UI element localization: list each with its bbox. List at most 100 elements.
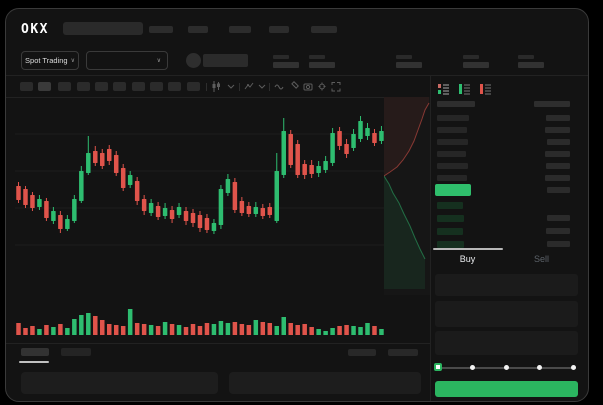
bottom-tab-placeholder[interactable]	[61, 348, 91, 356]
search-input[interactable]	[63, 22, 143, 35]
tab-sell[interactable]: Sell	[533, 254, 549, 264]
volume-bar	[204, 323, 210, 335]
chevron-down-icon[interactable]	[227, 81, 237, 92]
last-price-badge	[435, 184, 471, 196]
bottom-action-placeholder-1[interactable]	[348, 349, 376, 356]
orderbook-price-placeholder	[437, 151, 466, 157]
orderbook-ask-row[interactable]	[435, 124, 578, 136]
timeframe-button-placeholder[interactable]	[95, 82, 108, 91]
volume-bar	[72, 319, 77, 335]
candle-body	[274, 171, 280, 221]
volume-bar	[316, 329, 321, 335]
slider-stop-dot[interactable]	[469, 365, 475, 370]
pair-selector-dropdown[interactable]: ∨	[86, 51, 168, 70]
order-price-field-placeholder[interactable]	[435, 274, 578, 296]
slider-stop-dot[interactable]	[571, 365, 576, 370]
slider-stop-dot[interactable]	[503, 365, 509, 370]
slider-stop-dot[interactable]	[537, 365, 543, 370]
order-amount-field-placeholder[interactable]	[435, 301, 578, 327]
timeframe-button-placeholder[interactable]	[168, 82, 181, 91]
market-type-dropdown[interactable]: Spot Trading ∨	[21, 51, 79, 70]
volume-bar	[23, 328, 28, 335]
candle-body	[330, 133, 335, 163]
timeframe-button-placeholder[interactable]	[113, 82, 126, 91]
okx-logo[interactable]: OKX	[21, 22, 49, 37]
timeframe-button-placeholder[interactable]	[38, 82, 51, 91]
volume-bar	[79, 315, 84, 335]
trade-tab-bar: Buy Sell	[431, 248, 578, 268]
order-total-field-placeholder[interactable]	[435, 331, 578, 355]
volume-bar	[302, 324, 307, 335]
camera-icon[interactable]	[303, 81, 313, 92]
volume-bar	[309, 327, 314, 335]
bottom-tab-active-placeholder[interactable]	[21, 348, 49, 356]
volume-bar	[93, 316, 98, 335]
orderbook-price-placeholder	[437, 175, 467, 181]
book-both-icon[interactable]	[437, 82, 451, 100]
nav-item-placeholder-2[interactable]	[188, 26, 208, 33]
timeframe-button-placeholder[interactable]	[187, 82, 200, 91]
candle-body	[204, 218, 210, 230]
orderbook-price-placeholder	[437, 139, 468, 145]
timeframe-button-placeholder[interactable]	[20, 82, 33, 91]
draw-tool-icon[interactable]	[289, 81, 299, 92]
indicator-icon[interactable]	[244, 81, 254, 92]
orderbook-bid-row[interactable]	[435, 225, 578, 237]
volume-bar	[358, 327, 363, 335]
nav-item-placeholder-1[interactable]	[149, 26, 173, 33]
orderbook-bids	[435, 199, 578, 250]
candlestick-chart[interactable]	[15, 99, 385, 293]
wave-tool-icon[interactable]	[274, 81, 284, 92]
ticker-stat-value-placeholder	[309, 62, 335, 68]
settings-gear-icon[interactable]	[317, 81, 327, 92]
orderbook-ask-row[interactable]	[435, 112, 578, 124]
depth-chart[interactable]	[384, 97, 430, 295]
candle-body	[358, 121, 363, 139]
timeframe-button-placeholder[interactable]	[58, 82, 71, 91]
buy-button[interactable]	[435, 381, 578, 397]
volume-bar	[379, 329, 384, 335]
volume-bar	[176, 325, 182, 335]
orderbook-asks	[435, 112, 578, 184]
volume-bar	[16, 323, 21, 335]
orderbook-ask-row[interactable]	[435, 160, 578, 172]
nav-item-placeholder-3[interactable]	[229, 26, 251, 33]
book-asks-bids-icon[interactable]	[458, 82, 472, 100]
volume-bar	[211, 324, 217, 335]
volume-chart[interactable]	[15, 295, 385, 337]
orderbook-bid-row[interactable]	[435, 238, 578, 250]
candle-body	[225, 179, 231, 193]
orderbook-ask-row[interactable]	[435, 148, 578, 160]
orderbook-last-price-row[interactable]	[435, 184, 578, 197]
timeframe-button-placeholder[interactable]	[150, 82, 163, 91]
orderbook-bid-row[interactable]	[435, 199, 578, 211]
orderbook-amount-placeholder	[545, 127, 570, 133]
volume-bar	[239, 324, 245, 335]
candle-body	[58, 215, 63, 229]
candle-body	[169, 210, 175, 219]
candle-body	[16, 186, 21, 200]
book-flip-icon[interactable]	[479, 82, 493, 100]
volume-bar	[295, 325, 300, 335]
timeframe-button-placeholder[interactable]	[77, 82, 90, 91]
nav-item-placeholder-5[interactable]	[311, 26, 337, 33]
candlestick-style-icon[interactable]	[211, 81, 221, 92]
nav-item-placeholder-4[interactable]	[269, 26, 289, 33]
timeframe-button-placeholder[interactable]	[132, 82, 145, 91]
volume-bar	[288, 323, 293, 335]
orderbook-price-placeholder	[437, 163, 468, 169]
candle-body	[246, 206, 252, 214]
slider-handle[interactable]	[434, 363, 442, 371]
ticker-stat-label-placeholder	[396, 55, 412, 59]
orderbook-bid-row[interactable]	[435, 212, 578, 224]
orderbook-ask-row[interactable]	[435, 136, 578, 148]
chevron-down-icon[interactable]	[258, 81, 268, 92]
orderbook-amount-placeholder	[545, 151, 570, 157]
tab-buy[interactable]: Buy	[459, 254, 476, 264]
orderbook-ask-row[interactable]	[435, 172, 578, 184]
volume-bar	[274, 326, 280, 335]
fullscreen-icon[interactable]	[331, 81, 341, 92]
bottom-action-placeholder-2[interactable]	[388, 349, 418, 356]
amount-percent-slider[interactable]	[434, 362, 578, 374]
volume-bar	[232, 322, 238, 335]
